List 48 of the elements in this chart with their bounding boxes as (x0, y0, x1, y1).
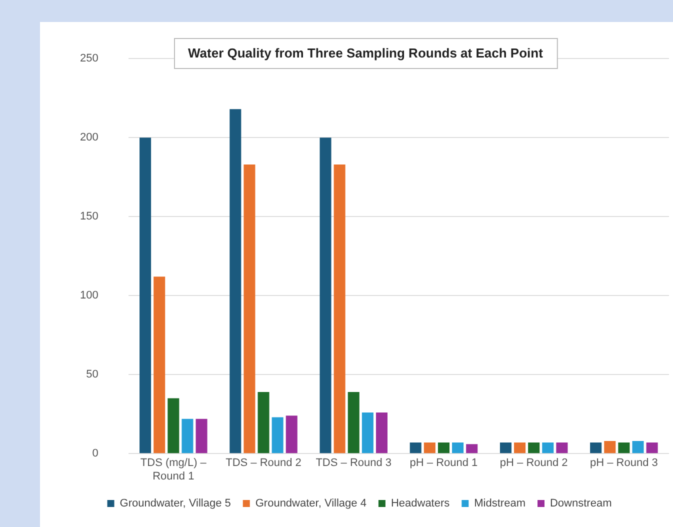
bar (320, 138, 332, 454)
legend-label: Groundwater, Village 4 (255, 498, 366, 510)
y-tick-label: 250 (80, 52, 98, 65)
bar (376, 412, 388, 454)
bar (514, 442, 526, 454)
bar (286, 416, 298, 454)
x-tick-label: TDS (mg/L) – Round 1 (140, 457, 208, 482)
legend-label: Groundwater, Village 5 (120, 498, 231, 510)
chart-title: Water Quality from Three Sampling Rounds at Each Point (188, 46, 544, 61)
bar (272, 417, 284, 454)
bar (182, 418, 194, 454)
bar (632, 440, 644, 454)
bar (362, 412, 374, 454)
bar (230, 109, 242, 454)
bar (140, 138, 152, 454)
y-tick-label: 150 (80, 210, 98, 223)
x-tick-label: TDS – Round 2 (226, 457, 302, 470)
bar (348, 392, 360, 454)
x-tick-label: pH – Round 1 (410, 457, 478, 470)
y-tick-label: 200 (80, 132, 98, 144)
x-tick-label: pH – Round 2 (500, 457, 568, 470)
y-tick-label: 50 (86, 368, 98, 381)
bar (154, 276, 166, 454)
bar (500, 442, 512, 454)
bar (452, 442, 464, 454)
legend-label: Midstream (474, 498, 526, 510)
bar (542, 442, 554, 454)
bar (590, 442, 602, 454)
x-tick-label: pH – Round 3 (590, 457, 658, 470)
legend-label: Downstream (550, 498, 612, 510)
bar (410, 442, 422, 454)
bar (604, 440, 616, 454)
x-tick-label: TDS – Round 3 (316, 457, 392, 470)
bar (244, 164, 256, 454)
legend-label: Headwaters (390, 498, 450, 510)
bar (334, 164, 346, 454)
y-tick-label: 100 (80, 290, 98, 302)
bar (168, 398, 180, 454)
bar (424, 442, 436, 454)
bar (438, 442, 450, 454)
bar (646, 442, 658, 454)
bar (466, 444, 478, 454)
bar (618, 442, 630, 454)
bar (196, 418, 208, 454)
bar (528, 442, 540, 454)
y-tick-label: 0 (92, 448, 98, 460)
bar (556, 442, 568, 454)
bar (258, 392, 270, 454)
